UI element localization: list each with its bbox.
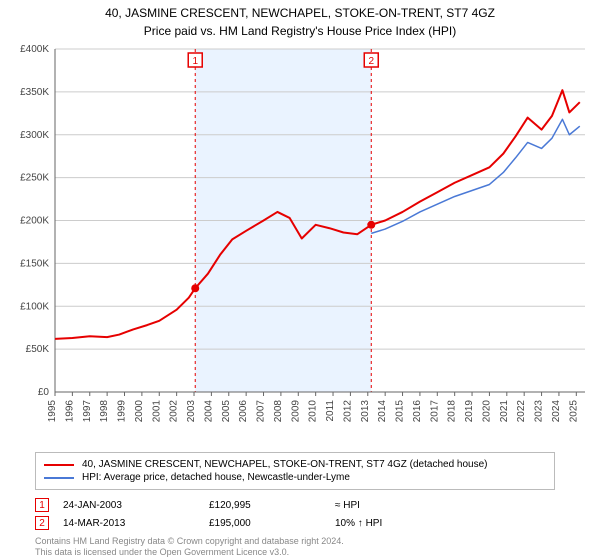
legend-item: 40, JASMINE CRESCENT, NEWCHAPEL, STOKE-O… [44,458,546,471]
svg-text:1999: 1999 [117,400,128,423]
svg-text:1995: 1995 [47,400,58,423]
svg-text:£150K: £150K [20,258,49,269]
svg-text:£100K: £100K [20,301,49,312]
sale-date: 14-MAR-2013 [63,518,203,529]
legend-swatch [44,477,74,479]
legend-swatch [44,464,74,466]
sale-price: £120,995 [209,500,329,511]
legend: 40, JASMINE CRESCENT, NEWCHAPEL, STOKE-O… [35,452,555,490]
svg-text:2002: 2002 [169,400,180,423]
page-subtitle: Price paid vs. HM Land Registry's House … [0,20,600,38]
svg-text:2022: 2022 [516,400,527,423]
svg-text:2018: 2018 [447,400,458,423]
svg-text:2023: 2023 [534,400,545,423]
page-title: 40, JASMINE CRESCENT, NEWCHAPEL, STOKE-O… [0,0,600,20]
svg-text:£50K: £50K [26,344,50,355]
svg-text:2014: 2014 [377,400,388,423]
legend-label: HPI: Average price, detached house, Newc… [82,472,350,483]
svg-text:2000: 2000 [134,400,145,423]
svg-text:1: 1 [192,56,198,67]
sale-badge: 1 [35,498,49,512]
svg-text:2010: 2010 [308,400,319,423]
svg-text:£400K: £400K [20,44,49,55]
svg-text:2005: 2005 [221,400,232,423]
legend-label: 40, JASMINE CRESCENT, NEWCHAPEL, STOKE-O… [82,459,487,470]
sale-row: 1 24-JAN-2003 £120,995 ≈ HPI [35,496,555,514]
sale-price: £195,000 [209,518,329,529]
svg-text:2016: 2016 [412,400,423,423]
svg-text:2011: 2011 [325,400,336,422]
svg-text:£0: £0 [38,387,50,398]
svg-text:2020: 2020 [481,400,492,423]
svg-text:2001: 2001 [151,400,162,423]
svg-text:2003: 2003 [186,400,197,423]
svg-text:1998: 1998 [99,400,110,423]
svg-text:2006: 2006 [238,400,249,423]
sale-vs-hpi: ≈ HPI [335,500,455,511]
svg-text:2012: 2012 [342,400,353,423]
price-chart: £0 £50K £100K £150K £200K £250K £300K £350K £400… [0,44,600,426]
footnote-line2: This data is licensed under the Open Gov… [35,547,289,557]
svg-text:2008: 2008 [273,400,284,423]
svg-text:2019: 2019 [464,400,475,423]
svg-text:2013: 2013 [360,400,371,423]
svg-text:2: 2 [368,56,374,67]
svg-text:1997: 1997 [82,400,93,423]
svg-text:2015: 2015 [395,400,406,423]
sale-date: 24-JAN-2003 [63,500,203,511]
sale-vs-hpi: 10% ↑ HPI [335,518,455,529]
svg-text:1996: 1996 [64,400,75,423]
sales-table: 1 24-JAN-2003 £120,995 ≈ HPI 2 14-MAR-2013 £19… [35,496,555,532]
legend-item: HPI: Average price, detached house, Newc… [44,471,546,484]
svg-text:£300K: £300K [20,130,49,141]
svg-text:2004: 2004 [203,400,214,423]
svg-text:£250K: £250K [20,173,49,184]
footnote: Contains HM Land Registry data © Crown c… [35,536,344,559]
svg-text:£200K: £200K [20,216,49,227]
footnote-line1: Contains HM Land Registry data © Crown c… [35,536,344,546]
sale-row: 2 14-MAR-2013 £195,000 10% ↑ HPI [35,514,555,532]
svg-text:2017: 2017 [429,400,440,423]
svg-text:2007: 2007 [256,400,267,423]
svg-text:2009: 2009 [290,400,301,423]
sale-badge: 2 [35,516,49,530]
svg-text:£350K: £350K [20,87,49,98]
svg-text:2021: 2021 [499,400,510,423]
svg-text:2024: 2024 [551,400,562,423]
svg-text:2025: 2025 [568,400,579,423]
